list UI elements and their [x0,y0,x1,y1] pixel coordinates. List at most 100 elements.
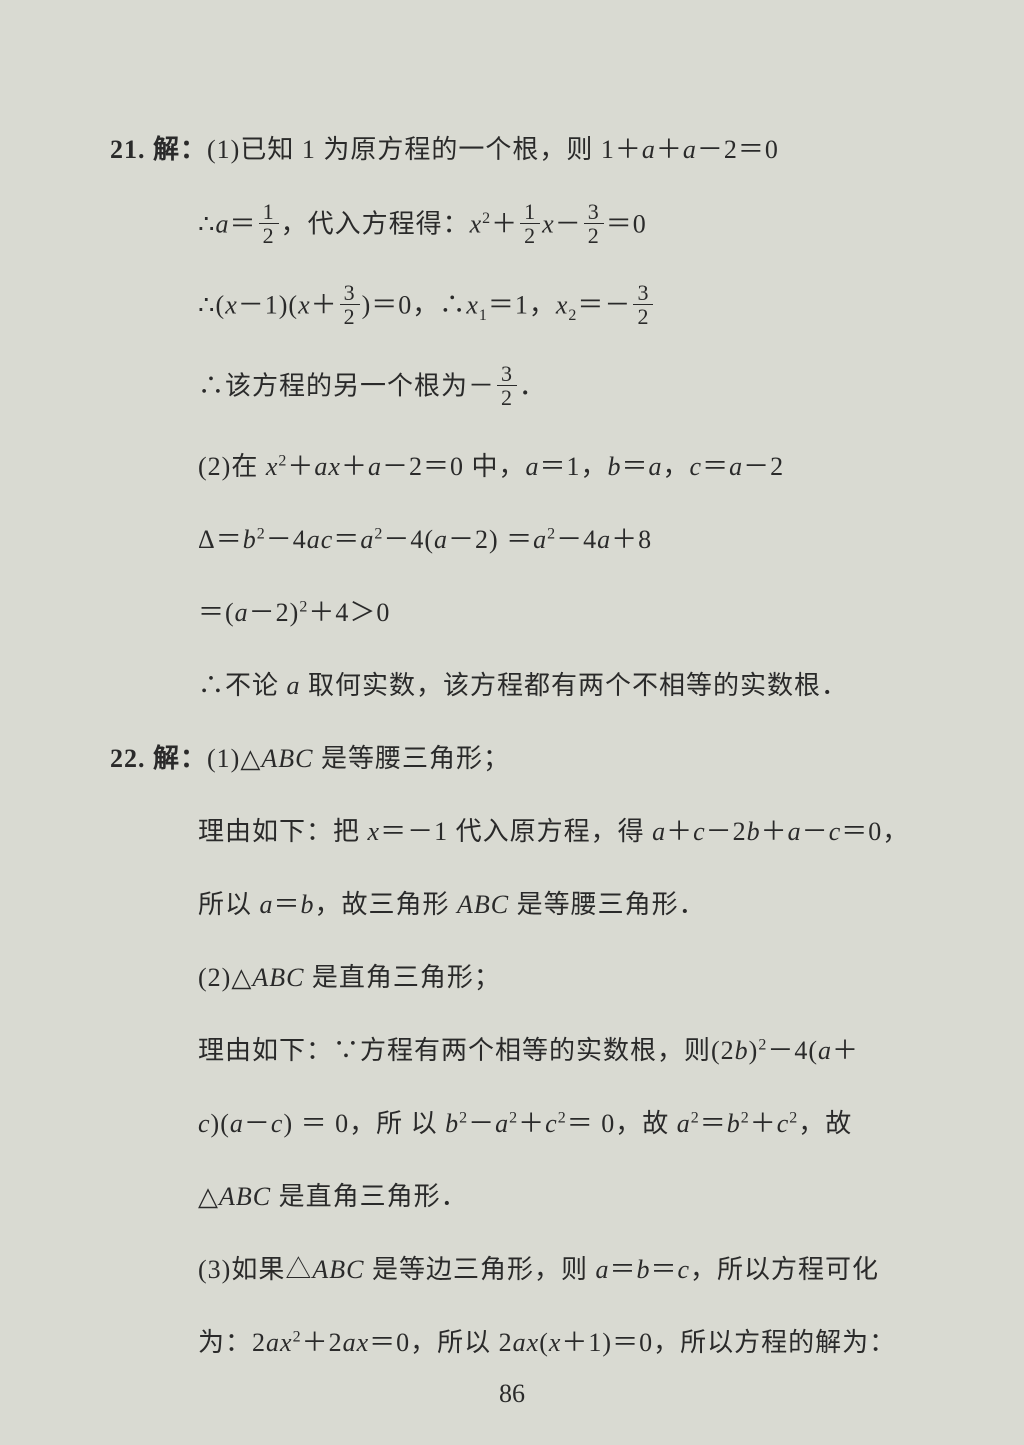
text: －1)( [238,291,298,320]
text: ∴该方程的另一个根为－ [198,372,495,401]
text: ＝ [702,452,729,481]
text: ∴ [198,210,216,239]
var-a: a [260,890,274,919]
var-x: x [225,291,238,320]
var-a: a [677,1109,691,1138]
p21-number: 21. [110,135,146,164]
var-a: a [683,135,697,164]
sup2: 2 [509,1109,518,1126]
fraction-threehalf: 32 [633,282,653,329]
p22-number: 22. [110,744,146,773]
var-b: b [636,1255,650,1284]
text: 是等边三角形，则 [364,1255,595,1284]
text: ＋ [656,135,683,164]
text: ＋1)＝0，所以方程的解为： [561,1328,896,1357]
sup2: 2 [558,1109,567,1126]
p21-line5: (2)在 x2＋ax＋a－2＝0 中，a＝1，b＝a，c＝a－2 [110,447,924,486]
p22-line9: 为：2ax2＋2ax＝0，所以 2ax(x＋1)＝0，所以方程的解为： [110,1323,924,1362]
text: 理由如下：把 [198,817,368,846]
sub1: 1 [479,307,488,324]
text: －4( [383,525,434,554]
text: ＝1， [488,291,556,320]
var-c: c [677,1255,690,1284]
sup2: 2 [482,210,491,227]
text: ＝0 [606,210,647,239]
var-a: a [652,817,666,846]
text: ＋ [491,210,518,239]
var-a: a [525,452,539,481]
p22-line7: △ABC 是直角三角形． [110,1177,924,1216]
text: － [802,817,829,846]
text: ＝ [274,890,301,919]
sup2: 2 [459,1109,468,1126]
text: －2 [743,452,784,481]
text: (1)△ [207,744,261,773]
text: －2) [249,598,300,627]
text: －2) ＝ [448,525,533,554]
var-a: a [818,1036,832,1065]
text: ＝ 0，故 [567,1109,677,1138]
text: ＋ [518,1109,545,1138]
p21-label: 解： [153,135,207,164]
var-a: a [597,525,611,554]
var-ABC: ABC [261,744,313,773]
var-a: a [230,1109,244,1138]
sup2: 2 [293,1328,302,1345]
text: －2＝0 中， [382,452,526,481]
sup2: 2 [374,525,383,542]
p21-line3: ∴(x－1)(x＋32)＝0，∴x1＝1，x2＝－32 [110,284,924,331]
p22-line2: 理由如下：把 x＝－1 代入原方程，得 a＋c－2b＋a－c＝0， [110,812,924,851]
var-ABC: ABC [219,1182,271,1211]
text: ，故三角形 [315,890,458,919]
text: － [555,210,582,239]
fraction-threehalf: 32 [340,282,360,329]
text: (2)△ [198,963,252,992]
text: 为：2 [198,1328,266,1357]
p21-line4: ∴该方程的另一个根为－32． [110,365,924,412]
p22-line1: 22. 解：(1)△ABC 是等腰三角形； [110,739,924,778]
text: － [244,1109,271,1138]
text: ． [519,372,546,401]
var-b: b [301,890,315,919]
text: (1)已知 1 为原方程的一个根，则 1＋ [207,135,642,164]
text: ＋ [832,1036,859,1065]
text: ) [749,1036,759,1065]
text: ， [663,452,690,481]
var-ax: ax [314,452,341,481]
var-x: x [542,210,555,239]
text: 所以 [198,890,260,919]
p21-line8: ∴不论 a 取何实数，该方程都有两个不相等的实数根． [110,666,924,705]
var-x: x [556,291,569,320]
var-x: x [298,291,311,320]
text: ＋ [341,452,368,481]
var-ax: ax [513,1328,540,1357]
text: ＋8 [611,525,652,554]
text: ，代入方程得： [281,210,470,239]
fraction-half: 12 [520,201,540,248]
text: )( [211,1109,230,1138]
fraction-half: 12 [259,201,279,248]
p21-line6: Δ＝b2－4ac＝a2－4(a－2) ＝a2－4a＋8 [110,520,924,559]
text: ＝0， [841,817,909,846]
p22-line3: 所以 a＝b，故三角形 ABC 是等腰三角形． [110,885,924,924]
page: 21. 解：(1)已知 1 为原方程的一个根，则 1＋a＋a－2＝0 ∴a＝12… [0,0,1024,1445]
var-ax: ax [266,1328,293,1357]
text: ＝－ [577,291,631,320]
var-a: a [642,135,656,164]
var-a: a [287,671,301,700]
var-b: b [735,1036,749,1065]
var-ABC: ABC [252,963,304,992]
var-a: a [495,1109,509,1138]
var-ax: ax [343,1328,370,1357]
text: ＝ [230,210,257,239]
text: ( [539,1328,549,1357]
var-a: a [595,1255,609,1284]
text: ＋ [750,1109,777,1138]
sup2: 2 [758,1036,767,1053]
fraction-threehalf: 32 [497,363,517,410]
var-c: c [777,1109,790,1138]
text: ＝ [609,1255,636,1284]
text: 是直角三角形； [304,963,501,992]
text: ＝ [333,525,360,554]
text: ∴( [198,291,225,320]
